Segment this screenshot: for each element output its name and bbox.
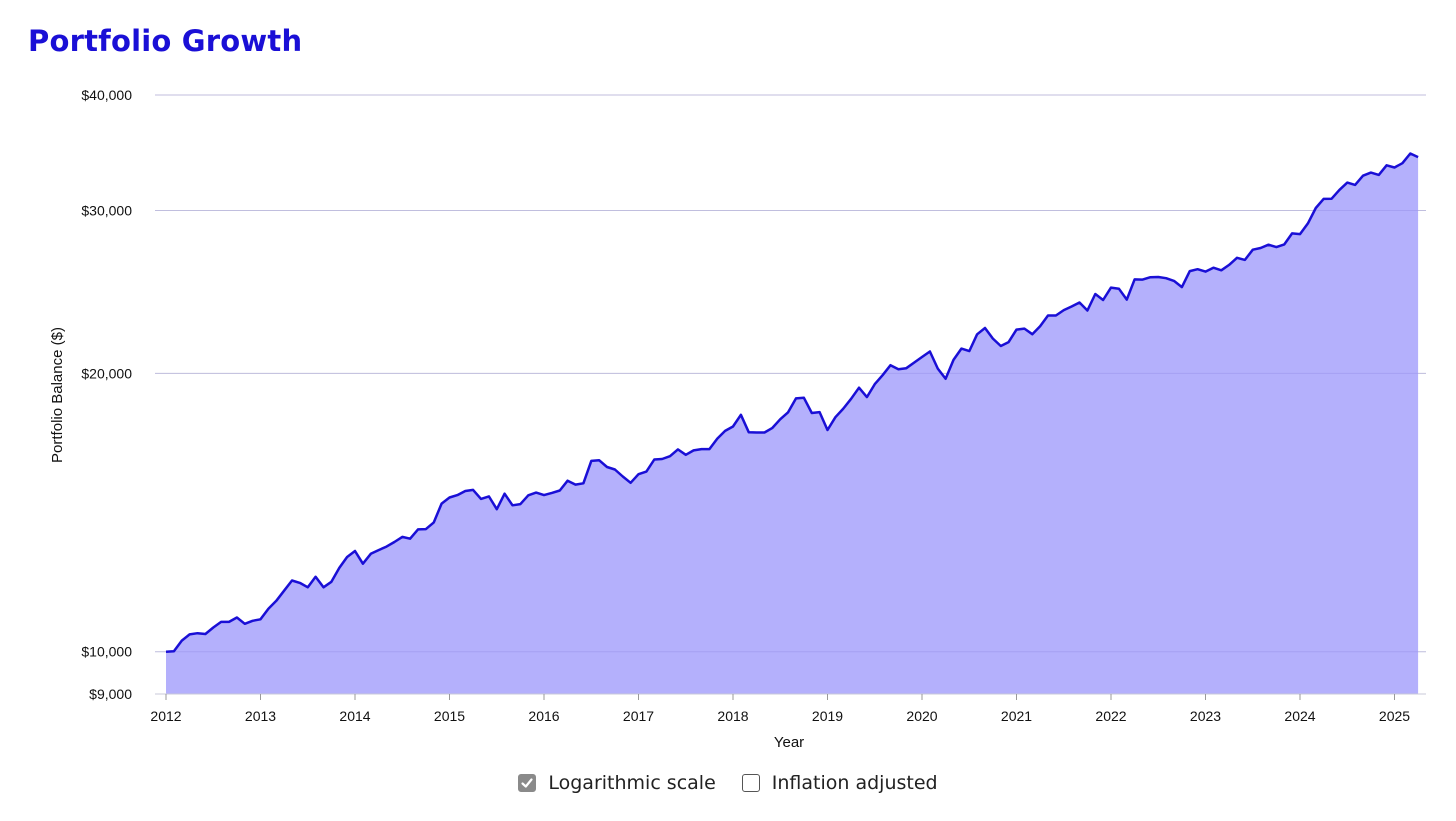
portfolio-chart: $9,000$10,000$20,000$30,000$40,000 2012 2…	[49, 87, 1426, 751]
x-tick-label: 2024	[1284, 708, 1315, 724]
chart-controls: Logarithmic scale Inflation adjusted	[0, 772, 1456, 794]
x-tick-label: 2019	[812, 708, 843, 724]
y-tick-labels: $9,000 $10,000 $20,000 $30,000 $40,000	[81, 87, 132, 702]
x-tick-label: 2025	[1379, 708, 1410, 724]
x-tick-label: 2012	[150, 708, 181, 724]
y-tick-label: $40,000	[81, 87, 132, 103]
checkmark-icon	[521, 778, 533, 788]
balance-area	[166, 153, 1419, 694]
x-tick-label: 2022	[1095, 708, 1126, 724]
x-tick-label: 2016	[528, 708, 559, 724]
y-tick-label: $30,000	[81, 203, 132, 219]
y-tick-label: $9,000	[89, 686, 132, 702]
area-layer	[155, 94, 1426, 694]
x-tick-label: 2020	[906, 708, 937, 724]
inflation-adjusted-checkbox[interactable]	[741, 774, 760, 792]
x-tick-label: 2017	[623, 708, 654, 724]
x-tick-labels: 2012 2013 2014 2015 2016 2017 2018 2019 2020 2021…	[150, 708, 1410, 724]
inflation-adjusted-label: Inflation adjusted	[771, 772, 938, 794]
balance-line	[165, 152, 1419, 653]
x-axis-title: Year	[774, 734, 804, 751]
inflation-adjusted-toggle[interactable]: Inflation adjusted	[741, 772, 938, 794]
y-axis-title: Portfolio Balance ($)	[49, 327, 66, 463]
x-tick-label: 2013	[245, 708, 276, 724]
axes	[155, 693, 1426, 700]
x-tick-label: 2023	[1190, 708, 1221, 724]
log-scale-label: Logarithmic scale	[548, 772, 716, 794]
page-title: Portfolio Growth	[28, 24, 303, 58]
x-tick-label: 2014	[339, 708, 370, 724]
x-tick-label: 2015	[434, 708, 465, 724]
y-tick-label: $20,000	[81, 365, 132, 381]
log-scale-toggle[interactable]: Logarithmic scale	[518, 772, 716, 794]
log-scale-checkbox[interactable]	[518, 774, 537, 792]
x-tick-label: 2021	[1001, 708, 1032, 724]
x-tick-label: 2018	[717, 708, 748, 724]
y-tick-label: $10,000	[81, 644, 132, 660]
